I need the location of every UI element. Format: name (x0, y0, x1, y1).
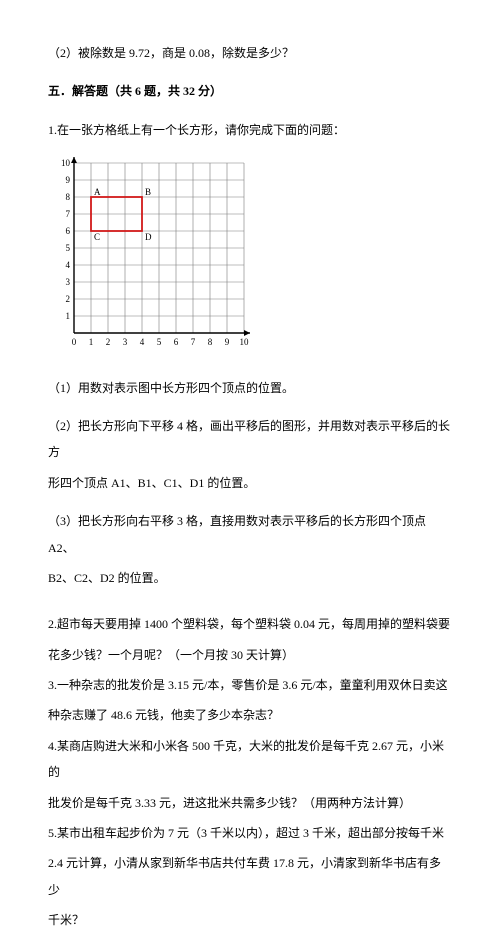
svg-text:7: 7 (66, 209, 71, 219)
spacer (48, 500, 452, 508)
prev-question-line: （2）被除数是 9.72，商是 0.08，除数是多少？ (48, 40, 452, 66)
q1-sub3-a: （3）把长方形向右平移 3 格，直接用数对表示平移后的长方形四个顶点 A2、 (48, 508, 452, 561)
svg-text:9: 9 (66, 175, 71, 185)
svg-text:D: D (145, 232, 152, 242)
q1-sub2-b: 形四个顶点 A1、B1、C1、D1 的位置。 (48, 470, 452, 496)
q1-sub3-b: B2、C2、D2 的位置。 (48, 565, 452, 591)
svg-text:3: 3 (66, 277, 71, 287)
svg-text:1: 1 (89, 337, 94, 347)
spacer (48, 70, 452, 78)
q1-intro: 1.在一张方格纸上有一个长方形，请你完成下面的问题： (48, 117, 452, 143)
svg-text:3: 3 (123, 337, 128, 347)
section-title: 五．解答题（共 6 题，共 32 分） (48, 78, 452, 104)
q5-c: 千米？ (48, 907, 452, 933)
q5-a: 5.某市出租车起步价为 7 元（3 千米以内），超过 3 千米，超出部分按每千米 (48, 820, 452, 846)
svg-text:7: 7 (191, 337, 196, 347)
q4-a: 4.某商店购进大米和小米各 500 千克，大米的批发价是每千克 2.67 元，小… (48, 733, 452, 786)
svg-text:2: 2 (66, 294, 71, 304)
q1-sub1: （1）用数对表示图中长方形四个顶点的位置。 (48, 375, 452, 401)
svg-text:1: 1 (66, 311, 71, 321)
svg-text:B: B (145, 187, 151, 197)
svg-text:10: 10 (61, 158, 71, 168)
svg-text:10: 10 (240, 337, 250, 347)
svg-text:8: 8 (66, 192, 71, 202)
svg-text:9: 9 (225, 337, 230, 347)
svg-text:6: 6 (66, 226, 71, 236)
q2-b: 花多少钱？一个月呢？（一个月按 30 天计算） (48, 642, 452, 668)
q2-a: 2.超市每天要用掉 1400 个塑料袋，每个塑料袋 0.04 元，每周用掉的塑料… (48, 611, 452, 637)
svg-text:4: 4 (66, 260, 71, 270)
q4-b: 批发价是每千克 3.33 元，进这批米共需多少钱？（用两种方法计算） (48, 790, 452, 816)
svg-text:0: 0 (72, 337, 77, 347)
spacer (48, 405, 452, 413)
svg-text:5: 5 (66, 243, 71, 253)
q3-b: 种杂志赚了 48.6 元钱，他卖了多少本杂志？ (48, 702, 452, 728)
svg-text:5: 5 (157, 337, 162, 347)
spacer (48, 603, 452, 611)
svg-text:A: A (94, 187, 101, 197)
spacer (48, 595, 452, 603)
grid-svg: A B C D 0 1 2 3 4 5 6 7 8 9 10 1 2 3 4 5 6 7 8 9 10 (56, 157, 254, 351)
svg-text:2: 2 (106, 337, 111, 347)
svg-text:8: 8 (208, 337, 213, 347)
q1-sub2-a: （2）把长方形向下平移 4 格，画出平移后的图形，并用数对表示平移后的长方 (48, 413, 452, 466)
grid-figure: A B C D 0 1 2 3 4 5 6 7 8 9 10 1 2 3 4 5 6 7 8 9 10 (56, 157, 452, 360)
svg-text:6: 6 (174, 337, 179, 347)
spacer (48, 109, 452, 117)
q5-b: 2.4 元计算，小清从家到新华书店共付车费 17.8 元，小清家到新华书店有多少 (48, 850, 452, 903)
svg-text:C: C (94, 232, 100, 242)
q3-a: 3.一种杂志的批发价是 3.15 元/本，零售价是 3.6 元/本，童童利用双休… (48, 672, 452, 698)
svg-text:4: 4 (140, 337, 145, 347)
